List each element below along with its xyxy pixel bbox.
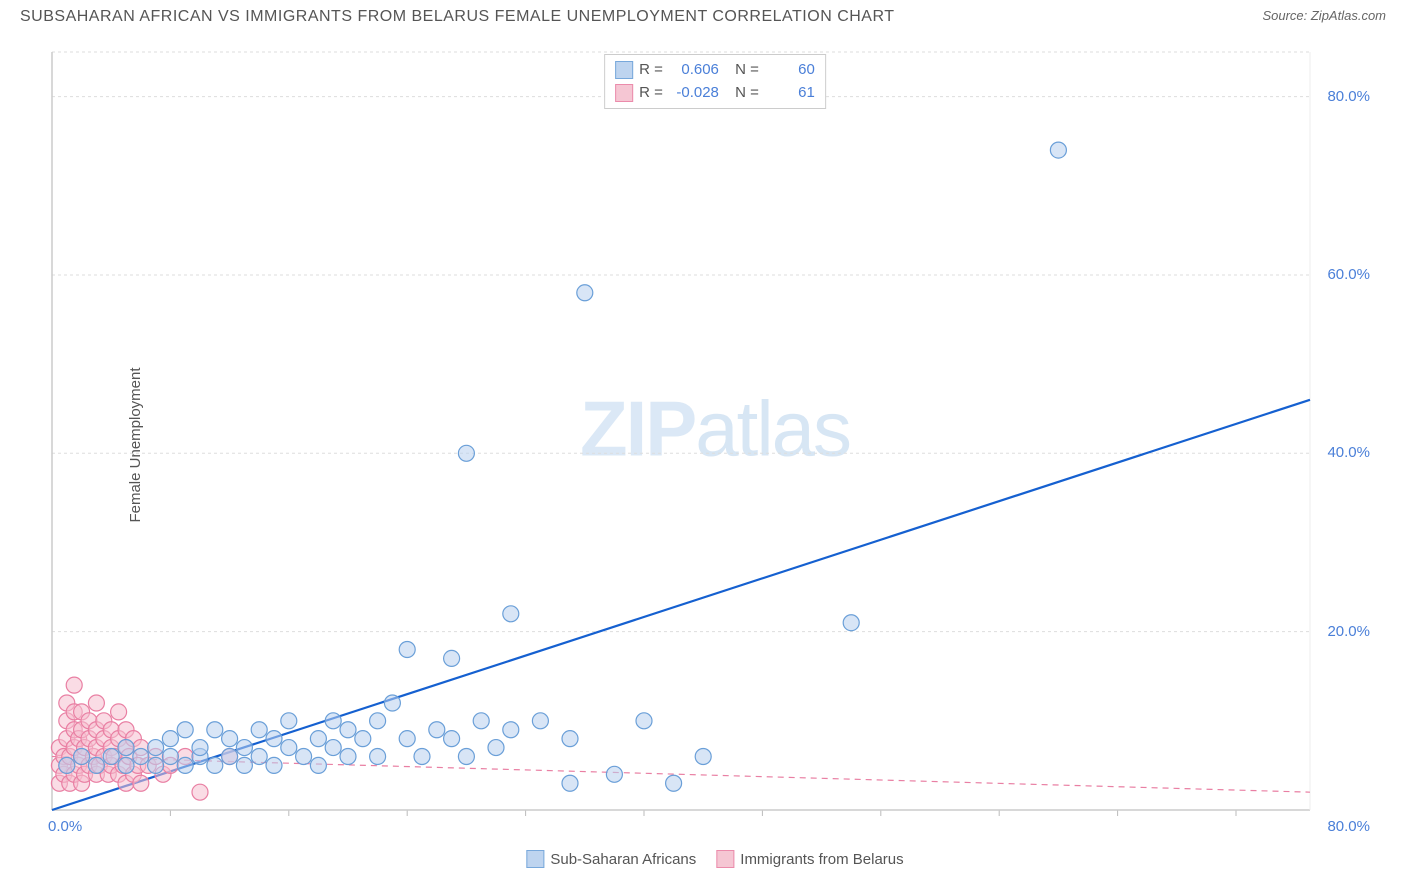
plot-area: Female Unemployment ZIPatlas R = 0.606 N… [50,50,1380,840]
n-value: 61 [765,82,815,105]
n-label: N = [735,82,759,105]
legend-item-pink: Immigrants from Belarus [716,850,903,868]
y-tick-label: 60.0% [1327,266,1370,283]
swatch-blue-icon [526,850,544,868]
y-tick-label: 20.0% [1327,623,1370,640]
legend-stats-row-pink: R = -0.028 N = 61 [615,82,815,105]
source-label: Source: ZipAtlas.com [1262,8,1386,23]
swatch-pink-icon [615,84,633,102]
header: SUBSAHARAN AFRICAN VS IMMIGRANTS FROM BE… [0,0,1406,30]
legend-label: Immigrants from Belarus [740,851,903,868]
legend-stats-row-blue: R = 0.606 N = 60 [615,59,815,82]
y-tick-label: 40.0% [1327,444,1370,461]
legend-label: Sub-Saharan Africans [550,851,696,868]
n-value: 60 [765,59,815,82]
r-value: 0.606 [669,59,719,82]
y-tick-label: 80.0% [1327,88,1370,105]
x-tick-label-max: 80.0% [1327,818,1370,835]
chart-title: SUBSAHARAN AFRICAN VS IMMIGRANTS FROM BE… [20,8,895,26]
x-tick-label-min: 0.0% [48,818,82,835]
r-label: R = [639,59,663,82]
swatch-pink-icon [716,850,734,868]
legend-stats: R = 0.606 N = 60 R = -0.028 N = 61 [604,54,826,109]
legend-item-blue: Sub-Saharan Africans [526,850,696,868]
r-value: -0.028 [669,82,719,105]
legend-series: Sub-Saharan Africans Immigrants from Bel… [526,850,903,868]
swatch-blue-icon [615,61,633,79]
n-label: N = [735,59,759,82]
scatter-chart [50,50,1380,840]
r-label: R = [639,82,663,105]
